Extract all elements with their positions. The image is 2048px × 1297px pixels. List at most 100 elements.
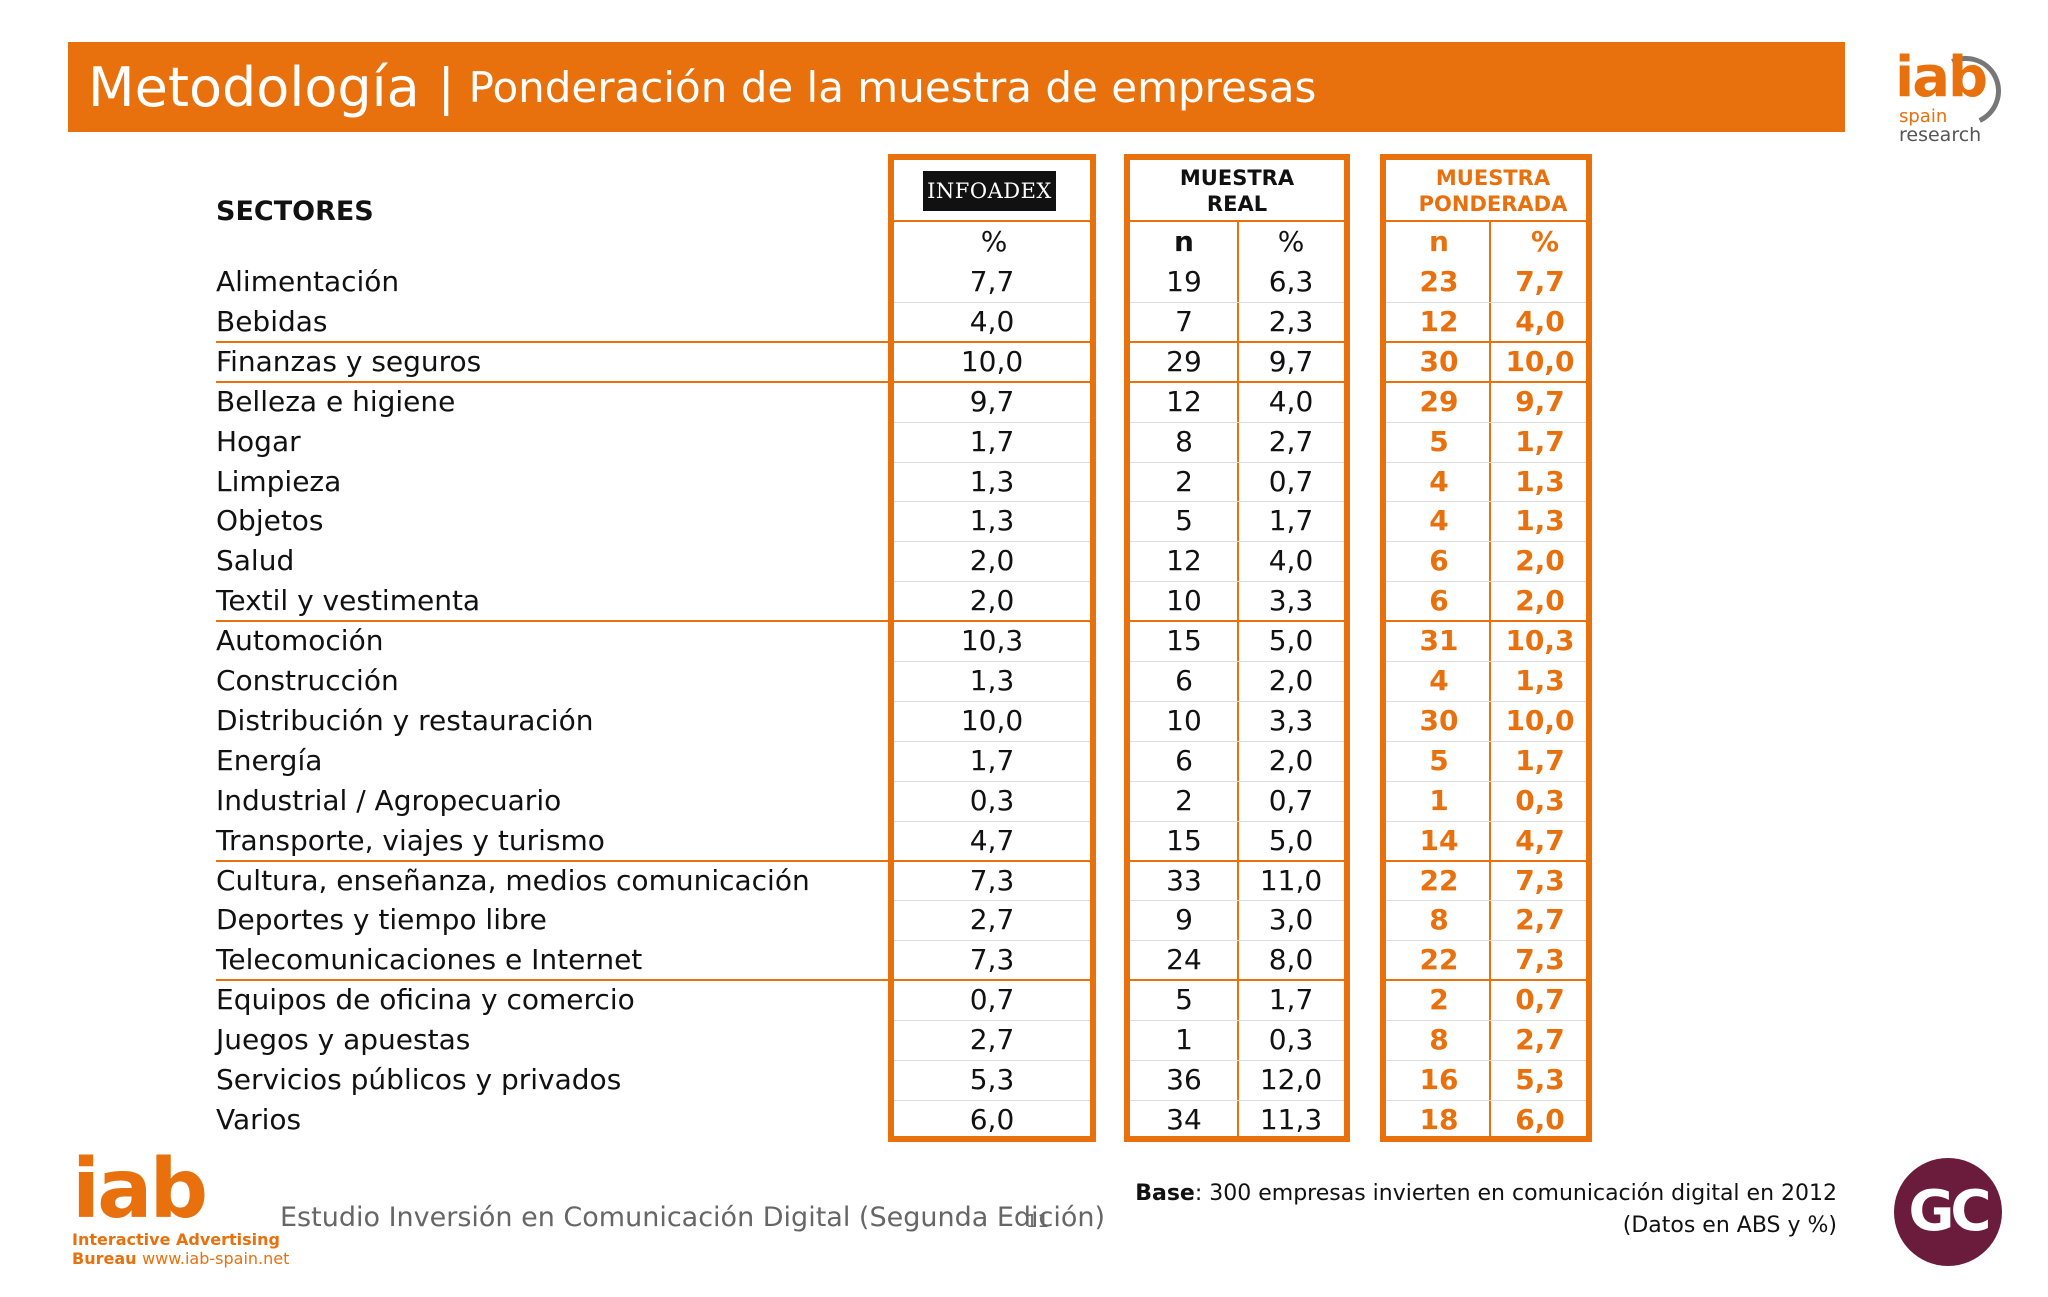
real-pct-cell: 1,7 <box>1268 504 1314 538</box>
page-title: Metodología <box>88 55 420 119</box>
logo-iab-text: iab <box>1895 45 1988 110</box>
infoadex-pct-cell: 1,7 <box>969 424 1015 458</box>
muestra-ponderada-title: MUESTRA PONDERADA <box>1387 165 1599 217</box>
pond-n-cell: 30 <box>1419 344 1459 378</box>
real-pct-cell: 0,3 <box>1268 1023 1314 1057</box>
pond-pct-cell: 2,0 <box>1515 584 1565 618</box>
row-divider <box>894 541 1090 543</box>
pond-n-cell: 6 <box>1429 584 1449 618</box>
pond-n-cell: 31 <box>1419 624 1459 658</box>
row-divider <box>1130 1099 1344 1101</box>
row-divider <box>1386 501 1586 503</box>
infoadex-pct-cell: 2,0 <box>969 584 1015 618</box>
pond-n-cell: 4 <box>1429 504 1449 538</box>
real-pct-cell: 2,0 <box>1268 743 1314 777</box>
base-note: Base: 300 empresas invierten en comunica… <box>1100 1178 1837 1242</box>
base-label: Base <box>1135 1181 1195 1206</box>
real-pct-cell: 2,7 <box>1268 424 1314 458</box>
row-divider <box>1130 421 1344 423</box>
pond-n-cell: 29 <box>1419 384 1459 418</box>
real-n-cell: 6 <box>1175 743 1193 777</box>
pond-header-divider <box>1386 220 1586 222</box>
real-pct-cell: 3,3 <box>1268 584 1314 618</box>
real-n-cell: 15 <box>1166 823 1202 857</box>
footer-logo-line1: Interactive Advertising <box>72 1230 280 1249</box>
real-n-cell: 24 <box>1166 943 1202 977</box>
pond-pct-cell: 7,3 <box>1515 863 1565 897</box>
page-number: 11 <box>1026 1211 1049 1232</box>
column-group-separator <box>894 620 1090 623</box>
column-group-separator <box>894 859 1090 862</box>
real-n-header: n <box>1174 225 1194 258</box>
real-n-cell: 6 <box>1175 664 1193 697</box>
pond-n-cell: 1 <box>1429 783 1449 817</box>
sector-label: Limpieza <box>216 464 342 498</box>
infoadex-pct-cell: 2,7 <box>969 1023 1015 1057</box>
row-divider <box>1130 900 1344 902</box>
pond-pct-cell: 9,7 <box>1515 384 1565 418</box>
sector-label: Deportes y tiempo libre <box>216 903 547 937</box>
sector-label: Textil y vestimenta <box>216 584 481 618</box>
real-n-cell: 10 <box>1166 584 1202 618</box>
real-n-cell: 15 <box>1166 624 1202 658</box>
row-divider <box>1130 501 1344 503</box>
sector-label: Objetos <box>216 504 324 538</box>
real-n-cell: 2 <box>1175 783 1193 817</box>
muestra-real-box <box>1124 154 1350 1142</box>
pond-pct-cell: 10,0 <box>1505 703 1575 737</box>
real-pct-cell: 2,3 <box>1268 304 1314 338</box>
sector-label: Finanzas y seguros <box>216 344 482 378</box>
pond-n-cell: 5 <box>1429 743 1449 777</box>
row-divider <box>1130 461 1344 463</box>
base-text: : 300 empresas invierten en comunicación… <box>1194 1181 1837 1206</box>
row-divider <box>1386 661 1586 662</box>
row-divider <box>894 1099 1090 1101</box>
pond-n-cell: 16 <box>1419 1063 1459 1096</box>
infoadex-logo: INFOADEX <box>923 171 1056 211</box>
pond-n-cell: 22 <box>1419 943 1459 977</box>
pond-pct-cell: 6,0 <box>1515 1102 1565 1136</box>
infoadex-pct-header: % <box>980 225 1008 258</box>
row-divider <box>1130 820 1344 822</box>
real-n-cell: 2 <box>1175 464 1193 498</box>
real-n-cell: 12 <box>1166 384 1202 418</box>
column-group-separator <box>1386 979 1586 982</box>
pond-n-cell: 8 <box>1429 903 1449 937</box>
pond-pct-header: % <box>1530 225 1560 258</box>
pond-pct-cell: 0,7 <box>1515 983 1565 1017</box>
row-divider <box>1130 700 1344 702</box>
row-divider <box>1386 1099 1586 1101</box>
real-pct-cell: 3,0 <box>1268 903 1314 937</box>
pond-n-cell: 6 <box>1429 544 1449 578</box>
real-column-divider <box>1237 222 1239 1136</box>
real-pct-cell: 8,0 <box>1268 943 1314 977</box>
real-n-cell: 7 <box>1175 304 1193 338</box>
footer-iab-mark: iab <box>72 1142 208 1237</box>
real-pct-cell: 4,0 <box>1268 544 1314 578</box>
real-pct-cell: 12,0 <box>1259 1063 1323 1096</box>
real-pct-cell: 0,7 <box>1268 464 1314 498</box>
real-header-divider <box>1130 220 1344 222</box>
row-divider <box>894 780 1090 782</box>
row-divider <box>1386 301 1586 303</box>
real-pct-cell: 1,7 <box>1268 983 1314 1017</box>
real-n-cell: 1 <box>1175 1023 1193 1057</box>
row-divider <box>1386 700 1586 702</box>
sector-group-separator <box>216 340 890 343</box>
muestra-real-title-line2: REAL <box>1206 192 1268 216</box>
sector-label: Servicios públicos y privados <box>216 1063 622 1096</box>
row-divider <box>1130 780 1344 782</box>
row-divider <box>1130 940 1344 942</box>
pond-pct-cell: 0,3 <box>1515 783 1565 817</box>
infoadex-pct-cell: 1,7 <box>969 743 1015 777</box>
pond-pct-cell: 7,3 <box>1515 943 1565 977</box>
real-n-cell: 33 <box>1166 863 1202 897</box>
muestra-ponderada-title-line1: MUESTRA <box>1435 166 1551 190</box>
footer-logo-line2: Bureau www.iab-spain.net <box>72 1249 302 1268</box>
real-pct-cell: 5,0 <box>1268 624 1314 658</box>
pond-pct-cell: 10,3 <box>1505 624 1575 658</box>
row-divider <box>1130 661 1344 662</box>
real-n-cell: 36 <box>1166 1063 1202 1096</box>
pond-pct-cell: 2,7 <box>1515 1023 1565 1057</box>
column-group-separator <box>1386 859 1586 862</box>
